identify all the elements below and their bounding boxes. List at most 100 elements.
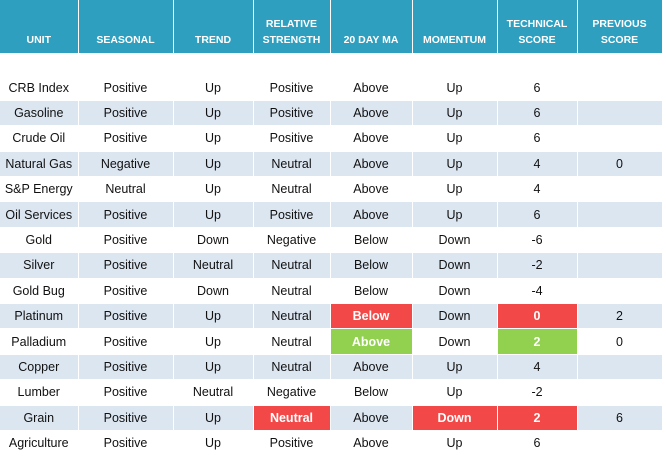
cell: Grain <box>0 405 79 431</box>
cell: Positive <box>78 430 174 457</box>
column-header: RELATIVE STRENGTH <box>253 0 331 53</box>
data-row: Platinum Positive Up Neutral Below Down 0 2 <box>0 303 663 330</box>
cell: Up <box>173 405 254 431</box>
cell: Positive <box>78 252 174 279</box>
cell: Positive <box>253 430 331 457</box>
cell: 4 <box>497 151 578 178</box>
column-header: PREVIOUS SCORE <box>577 0 663 53</box>
cell: Up <box>173 201 254 228</box>
spacer-cell <box>412 53 498 76</box>
cell: Neutral <box>253 278 331 305</box>
cell: Palladium <box>0 328 79 355</box>
spacer-cell <box>577 53 663 76</box>
cell: Below <box>330 303 413 330</box>
column-header: 20 DAY MA <box>330 0 413 53</box>
spacer-row <box>0 53 663 76</box>
cell: 0 <box>577 328 663 355</box>
cell: Positive <box>78 75 174 101</box>
data-row: Natural Gas Negative Up Neutral Above Up 4 0 <box>0 151 663 178</box>
cell: Down <box>412 252 498 279</box>
cell: Up <box>412 176 498 203</box>
cell: Below <box>330 252 413 279</box>
header-row: UNIT SEASONAL TREND RELATIVE STRENGTH 20 DAY… <box>0 0 663 53</box>
column-header: TREND <box>173 0 254 53</box>
data-row: CRB Index Positive Up Positive Above Up 6 <box>0 75 663 101</box>
cell: Crude Oil <box>0 125 79 152</box>
cell: 6 <box>497 125 578 152</box>
cell: Above <box>330 100 413 127</box>
cell <box>577 227 663 254</box>
cell: Up <box>412 379 498 406</box>
cell <box>577 252 663 279</box>
cell: Negative <box>253 227 331 254</box>
cell: Positive <box>78 125 174 152</box>
cell <box>577 430 663 457</box>
cell: Up <box>412 201 498 228</box>
cell <box>577 354 663 381</box>
cell: Agriculture <box>0 430 79 457</box>
cell: 6 <box>497 201 578 228</box>
cell: Positive <box>253 75 331 101</box>
data-row: Gasoline Positive Up Positive Above Up 6 <box>0 100 663 127</box>
cell: Positive <box>78 278 174 305</box>
data-row: Crude Oil Positive Up Positive Above Up 6 <box>0 125 663 152</box>
spacer-cell <box>78 53 174 76</box>
spacer-cell <box>173 53 254 76</box>
spacer-cell <box>330 53 413 76</box>
column-header: UNIT <box>0 0 79 53</box>
cell: Below <box>330 227 413 254</box>
cell: Positive <box>253 125 331 152</box>
cell: Below <box>330 379 413 406</box>
cell: Neutral <box>253 176 331 203</box>
cell: 6 <box>577 405 663 431</box>
cell: Gold Bug <box>0 278 79 305</box>
column-header: SEASONAL <box>78 0 174 53</box>
cell: -2 <box>497 379 578 406</box>
data-row: Gold Bug Positive Down Neutral Below Down -4 <box>0 278 663 305</box>
data-row: Gold Positive Down Negative Below Down -6 <box>0 227 663 254</box>
cell: Neutral <box>253 252 331 279</box>
cell: Up <box>173 430 254 457</box>
cell: Above <box>330 354 413 381</box>
cell: Above <box>330 176 413 203</box>
cell: Up <box>412 125 498 152</box>
cell: Up <box>173 354 254 381</box>
cell: Negative <box>78 151 174 178</box>
table-body: CRB Index Positive Up Positive Above Up 6 Gasol… <box>0 53 663 457</box>
cell <box>577 176 663 203</box>
cell: 2 <box>577 303 663 330</box>
cell: Up <box>412 75 498 101</box>
cell: Up <box>412 430 498 457</box>
cell: -6 <box>497 227 578 254</box>
cell: Positive <box>253 100 331 127</box>
cell: Positive <box>78 328 174 355</box>
cell: Above <box>330 75 413 101</box>
cell: 6 <box>497 100 578 127</box>
cell: Gasoline <box>0 100 79 127</box>
spacer-cell <box>497 53 578 76</box>
cell: Positive <box>78 100 174 127</box>
cell: Natural Gas <box>0 151 79 178</box>
cell <box>577 75 663 101</box>
cell: Above <box>330 405 413 431</box>
cell: Oil Services <box>0 201 79 228</box>
spacer-cell <box>253 53 331 76</box>
cell: Positive <box>78 405 174 431</box>
cell <box>577 201 663 228</box>
cell: Neutral <box>173 379 254 406</box>
cell: Neutral <box>253 303 331 330</box>
cell: Up <box>173 100 254 127</box>
data-row: Oil Services Positive Up Positive Above Up 6 <box>0 201 663 228</box>
cell: Above <box>330 328 413 355</box>
spacer-cell <box>0 53 79 76</box>
data-row: Silver Positive Neutral Neutral Below Down -2 <box>0 252 663 279</box>
cell: Neutral <box>173 252 254 279</box>
cell: Up <box>173 328 254 355</box>
cell: Neutral <box>253 151 331 178</box>
cell: Positive <box>78 354 174 381</box>
cell: Above <box>330 125 413 152</box>
cell: Positive <box>78 201 174 228</box>
cell <box>577 125 663 152</box>
cell: Positive <box>253 201 331 228</box>
